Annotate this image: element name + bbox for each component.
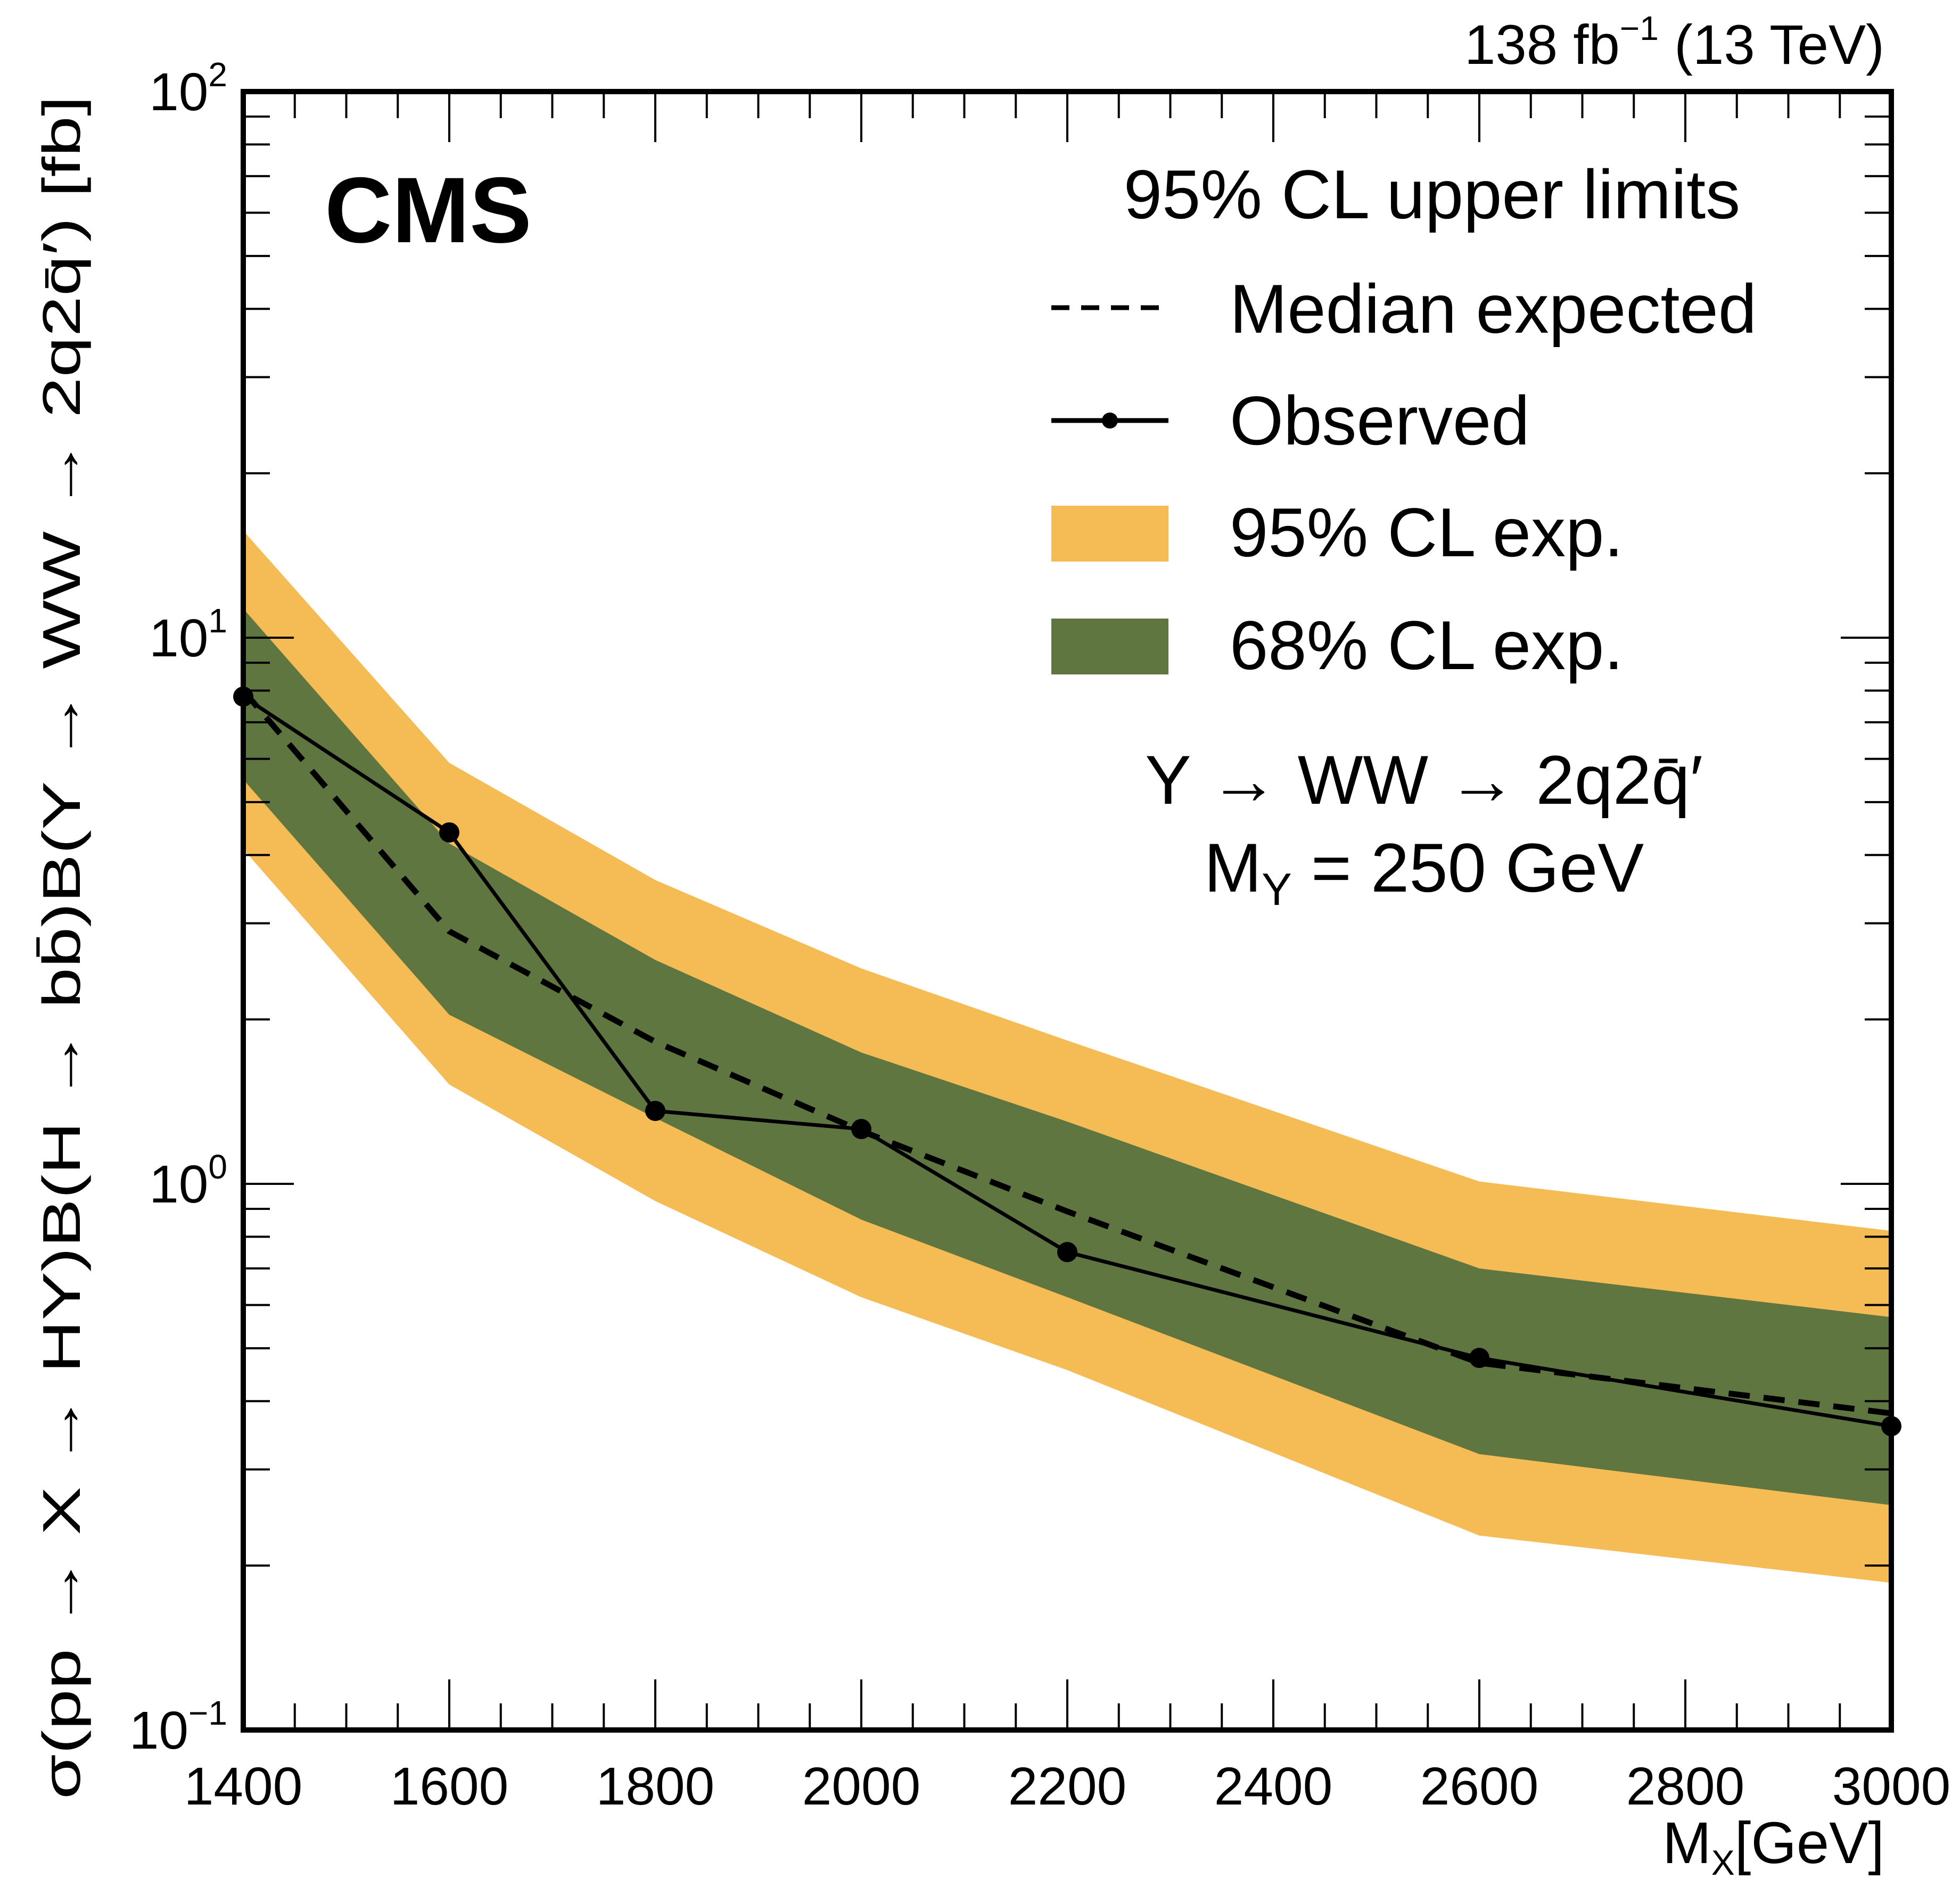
x-tick-labels: 1400 1600 1800 2000 2200 2400 2600 2800 3000 — [184, 1757, 1950, 1816]
legend-68-label: 68% CL exp. — [1230, 606, 1624, 684]
process-annotation: Y → WW → 2q2q̄′ — [1145, 741, 1703, 819]
x-tick-label: 1600 — [390, 1757, 508, 1816]
luminosity-label: 138 fb−1 (13 TeV) — [1464, 9, 1884, 76]
lines-layer — [233, 686, 1901, 1437]
x-axis-title: MX[GeV] — [1662, 1810, 1884, 1882]
x-tick-label: 2200 — [1008, 1757, 1126, 1816]
bands-layer — [243, 531, 1891, 1583]
legend-observed-marker — [1102, 413, 1118, 429]
y-tick-label: 10−1 — [129, 1694, 227, 1760]
mass-annotation-suffix: = 250 GeV — [1292, 829, 1644, 907]
observed-point — [645, 1100, 665, 1121]
lumi-sup: −1 — [1620, 9, 1659, 47]
observed-point — [1469, 1348, 1489, 1369]
band-68cl — [243, 608, 1891, 1505]
observed-point — [851, 1119, 871, 1140]
observed-point — [1057, 1242, 1077, 1263]
y-axis-title: σ(pp → X → HY)B(H → bb̄)B(Y → WW → 2q2q̄… — [32, 96, 92, 1799]
x-axis-title-main: M — [1662, 1810, 1711, 1876]
legend-observed-label: Observed — [1230, 382, 1530, 459]
x-tick-label: 2800 — [1626, 1757, 1744, 1816]
plot-frame — [241, 89, 1894, 1733]
lumi-main: 138 fb — [1464, 14, 1620, 76]
x-tick-label: 1800 — [596, 1757, 714, 1816]
legend-95-swatch — [1051, 506, 1168, 562]
mass-annotation: MY = 250 GeV — [1204, 829, 1644, 915]
y-tick-label: 101 — [149, 602, 227, 668]
mass-annotation-sub: Y — [1262, 864, 1292, 915]
cms-label: CMS — [325, 159, 532, 262]
x-tick-label: 3000 — [1832, 1757, 1950, 1816]
y-tick-label: 102 — [149, 55, 227, 122]
y-tick-labels: 10−1 100 101 102 — [129, 55, 227, 1760]
x-tick-label: 2600 — [1420, 1757, 1538, 1816]
legend: 95% CL upper limits Median expected Obse… — [1051, 155, 1757, 684]
legend-68-swatch — [1051, 619, 1168, 674]
lumi-suffix: (13 TeV) — [1659, 14, 1884, 76]
x-tick-label: 1400 — [184, 1757, 302, 1816]
mass-annotation-main: M — [1204, 829, 1262, 907]
legend-95-label: 95% CL exp. — [1230, 493, 1624, 571]
observed-point — [439, 822, 459, 843]
legend-header: 95% CL upper limits — [1124, 155, 1740, 233]
legend-median-label: Median expected — [1230, 270, 1757, 348]
y-tick-label: 100 — [149, 1148, 227, 1214]
x-axis-title-sub: X — [1711, 1843, 1735, 1882]
ticks-layer — [243, 92, 1891, 1730]
x-tick-label: 2000 — [802, 1757, 920, 1816]
x-tick-label: 2400 — [1214, 1757, 1332, 1816]
x-axis-title-suffix: [GeV] — [1735, 1810, 1884, 1876]
